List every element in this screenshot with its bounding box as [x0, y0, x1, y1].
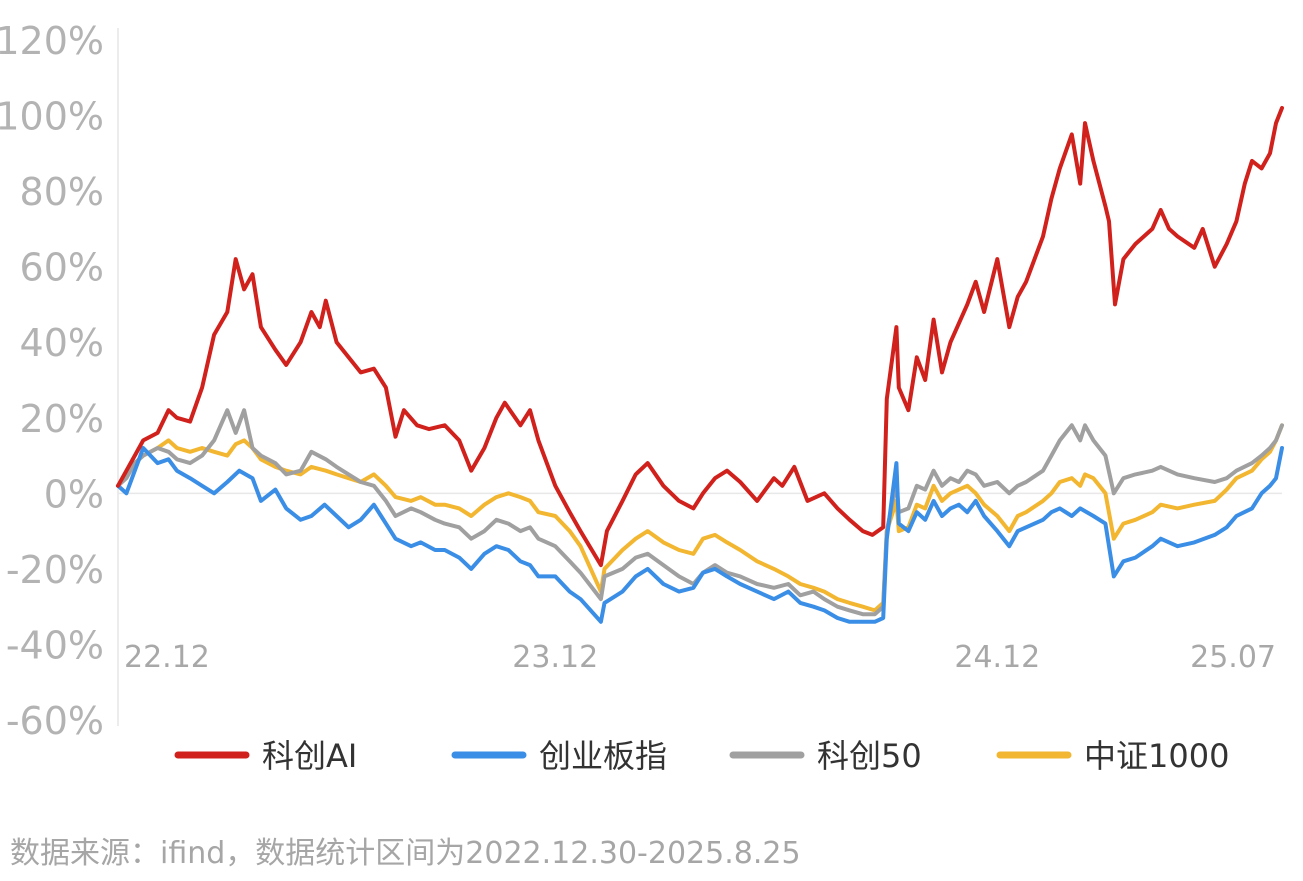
- x-tick-label: 22.12: [124, 640, 210, 675]
- x-tick-label: 25.07: [1190, 640, 1276, 675]
- series-line-科创AI: [116, 106, 1284, 568]
- x-axis-ticks: 22.12 23.12 24.12 25.07: [124, 640, 1276, 675]
- y-tick-label: 40%: [20, 321, 104, 365]
- y-axis: 120% 100% 80% 60% 40% 20% 0% -20% -40% -60%: [0, 19, 119, 743]
- line-chart: 120% 100% 80% 60% 40% 20% 0% -20% -40% -60% 22.12…: [0, 19, 1284, 775]
- y-tick-label: 100%: [0, 95, 104, 139]
- series-line-创业板指: [116, 446, 1284, 624]
- y-tick-label: -60%: [6, 699, 104, 743]
- x-tick-label: 23.12: [512, 640, 598, 675]
- legend-label: 创业板指: [539, 737, 667, 775]
- y-tick-label: -40%: [6, 623, 104, 667]
- legend-item: 科创50: [729, 737, 922, 775]
- y-tick-label: 20%: [20, 397, 104, 441]
- series-lines: [116, 106, 1284, 624]
- legend-item: 科创AI: [174, 737, 357, 775]
- y-tick-label: -20%: [6, 548, 104, 592]
- y-tick-label: 120%: [0, 19, 104, 63]
- y-tick-label: 60%: [20, 246, 104, 290]
- y-tick-label: 0%: [44, 472, 104, 516]
- legend-label: 科创50: [817, 737, 922, 775]
- legend: 科创AI 创业板指 科创50 中证1000: [174, 737, 1229, 775]
- legend-item: 中证1000: [996, 737, 1229, 775]
- source-note: 数据来源：ifind，数据统计区间为2022.12.30-2025.8.25: [10, 836, 801, 871]
- series-line-中证1000: [116, 423, 1284, 613]
- legend-label: 中证1000: [1084, 737, 1229, 775]
- legend-label: 科创AI: [262, 737, 357, 775]
- legend-item: 创业板指: [451, 737, 667, 775]
- series-line-科创50: [116, 408, 1284, 617]
- x-tick-label: 24.12: [954, 640, 1040, 675]
- y-tick-label: 80%: [20, 170, 104, 214]
